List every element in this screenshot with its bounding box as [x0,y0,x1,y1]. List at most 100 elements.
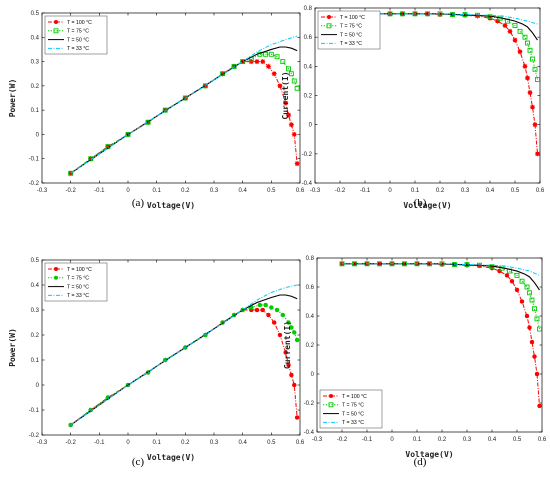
y-axis-label: Current(I) [281,71,290,119]
y-tick-label: 0.2 [31,84,40,90]
data-point [522,63,528,69]
x-tick-label: 0.3 [210,188,219,194]
data-point [524,284,530,290]
x-tick-label: 0.2 [436,188,445,194]
y-tick-label: 0.1 [31,108,40,114]
chart-panel-1: -0.3 -0.2 -0.1 0 0.1 0.2 0.3 0.4 0.5 0.6-0.2-0.10… [8,11,305,210]
x-tick-label: 0.6 [538,437,547,443]
data-point [257,302,263,308]
x-tick-label: 0.4 [486,188,495,194]
data-point [288,71,294,77]
series-3 [70,35,298,174]
series-line [340,13,538,154]
y-tick-label: 0.1 [31,358,40,364]
data-point [292,330,297,335]
x-tick-label: 0 [390,437,394,443]
series-line [70,35,298,174]
data-point [280,59,286,65]
y-tick-label: -0.4 [304,430,315,436]
x-tick-label: 0.1 [413,437,422,443]
data-point [530,56,535,62]
y-tick-label: 0.3 [31,308,40,314]
data-point [527,47,533,53]
legend-label: T = 75 °C [67,29,89,35]
x-tick-label: 0.4 [238,188,247,194]
data-point [260,58,266,65]
y-tick-label: 0 [36,383,40,389]
data-point [534,371,540,377]
x-tick-label: -0.1 [360,188,371,194]
data-point [524,313,530,319]
data-point [265,63,272,70]
x-tick-label: 0.6 [296,188,305,194]
x-tick-label: -0.3 [310,188,321,194]
x-tick-label: 0.2 [438,437,447,443]
y-tick-label: -0.2 [29,181,40,187]
series-line [342,263,540,276]
data-point [487,15,493,21]
data-point [512,37,518,43]
legend-label: T = 50 °C [67,37,89,43]
data-point [519,278,525,284]
series-3 [70,284,298,426]
y-tick-label: 0 [309,123,313,129]
legend: T = 100 °C T = 75 °C T = 50 °C T = 33 °C [44,262,108,302]
data-point [182,95,188,101]
data-point [524,75,531,81]
data-point [294,415,300,420]
panel-caption: (b) [414,197,427,209]
x-axis-label: Voltage(V) [405,450,453,459]
legend-marker [329,394,333,398]
legend: T = 100 °C T = 75 °C T = 50 °C T = 33 °C [44,15,108,55]
data-point [288,122,294,128]
data-point [512,23,518,28]
data-point [534,316,540,322]
y-tick-label: -0.1 [29,157,40,163]
x-tick-label: -0.2 [65,440,76,446]
y-axis-label: Power(W) [8,79,17,118]
y-tick-label: 0 [311,372,315,378]
x-tick-label: 0.1 [152,188,161,194]
y-tick-label: -0.2 [302,152,313,158]
panel-caption: (d) [414,456,427,468]
data-point [286,66,291,72]
x-tick-label: 0.2 [181,188,190,194]
series-line [340,13,538,25]
legend-label: T = 33 °C [67,46,89,52]
data-point [537,403,542,409]
x-tick-label: 0.1 [411,188,420,194]
data-point [231,63,237,69]
x-tick-label: 0.2 [181,440,190,446]
data-point [202,83,208,89]
data-point [283,350,288,355]
data-point [254,58,260,65]
data-point [260,307,265,313]
data-point [263,302,268,308]
legend-label: T = 50 °C [340,32,362,38]
data-point [274,307,280,313]
data-point [277,83,283,89]
legend-label: T = 50 °C [67,284,89,290]
data-point [269,305,274,310]
legend-marker [54,20,58,24]
y-tick-label: 0.6 [306,285,315,291]
data-point [522,34,528,40]
y-tick-label: 0.8 [304,6,313,12]
x-tick-label: 0.6 [296,440,305,446]
data-point [532,354,537,359]
x-tick-label: -0.3 [37,440,48,446]
y-tick-label: 0.4 [304,64,313,70]
data-point [514,272,520,278]
y-tick-label: 0.4 [306,314,315,320]
chart-panel-4: -0.3 -0.2 -0.1 0 0.1 0.2 0.3 0.4 0.5 0.6 -0.4 -0.2 0… [283,256,547,468]
y-tick-label: 0.8 [306,256,315,262]
x-tick-label: -0.1 [94,440,105,446]
x-tick-label: 0.5 [513,437,522,443]
legend-label: T = 100 °C [67,267,92,273]
x-tick-label: 0.5 [267,440,276,446]
data-point [529,297,535,303]
data-point [294,160,300,167]
data-point [294,85,300,91]
x-tick-label: 0 [126,188,130,194]
legend-marker [54,275,58,280]
